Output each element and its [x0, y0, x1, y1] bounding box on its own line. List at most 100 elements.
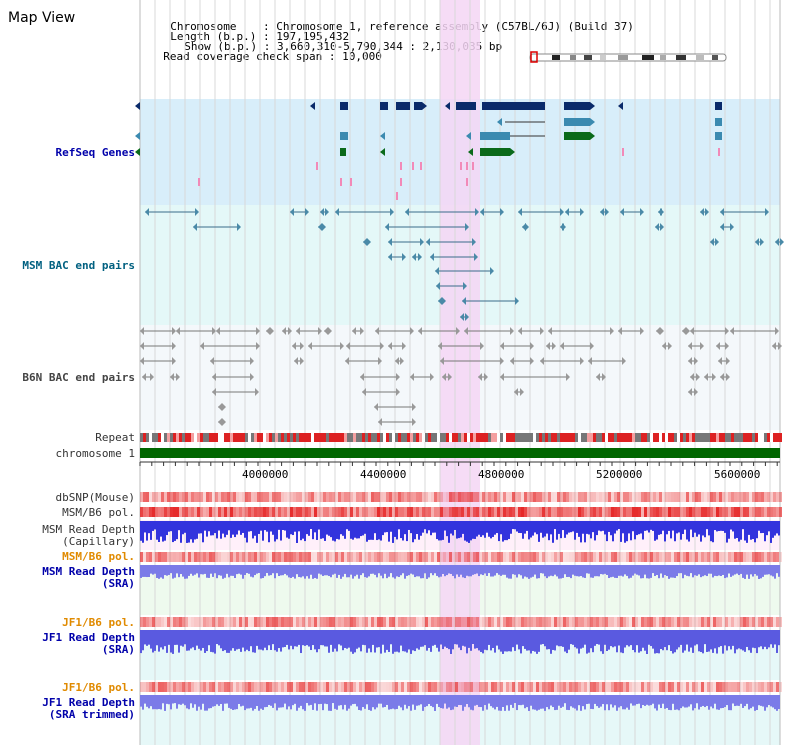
msm-b6-pol-heat — [725, 552, 728, 562]
jf1-depth-trim-bar — [314, 695, 316, 704]
repeat-segment — [776, 433, 779, 442]
jf1-depth-sra-bar — [726, 630, 728, 651]
jf1-depth-sra-bar — [354, 630, 356, 653]
msm-depth-cap-bar — [624, 521, 626, 543]
jf1-depth-sra-bar — [450, 630, 452, 654]
jf1-b6-pol-heat — [668, 617, 671, 627]
bac-end-marker — [435, 267, 439, 275]
repeat-segment — [305, 433, 308, 442]
track-label-b6n-bac[interactable]: B6N BAC end pairs — [22, 371, 135, 384]
msm-depth-sra-bar — [354, 565, 356, 577]
jf1-depth-trim-bar — [370, 695, 372, 711]
msm-depth-sra-bar — [478, 565, 480, 577]
msm-depth-cap-bar — [274, 521, 276, 542]
repeat-segment — [668, 433, 671, 442]
jf1-b6-pol-heat — [176, 617, 179, 627]
dbsnp-heat — [158, 492, 161, 502]
track-label-msm-bac[interactable]: MSM BAC end pairs — [22, 259, 135, 272]
gene-block — [340, 102, 348, 110]
jf1-b6-pol-heat — [761, 617, 764, 627]
jf1-b6-pol-heat — [467, 617, 470, 627]
bac-end-marker — [290, 208, 294, 216]
jf1-depth-sra-bar — [210, 630, 212, 652]
jf1-depth-trim-bar — [330, 695, 332, 711]
jf1-depth-sra-bar — [686, 630, 688, 645]
dbsnp-heat — [626, 492, 629, 502]
jf1-depth-trim-bar — [578, 695, 580, 706]
repeat-segment — [764, 433, 767, 442]
bac-end-marker — [465, 223, 469, 231]
jf1-depth-trim-bar — [168, 695, 170, 705]
jf1-b6-pol-heat — [659, 682, 662, 692]
msm-depth-cap-bar — [608, 521, 610, 532]
msm-depth-cap-bar — [392, 521, 394, 543]
msm-b6-pol-heat — [449, 552, 452, 562]
jf1-depth-sra-bar — [556, 630, 558, 646]
jf1-depth-trim-bar — [340, 695, 342, 706]
track-label-refseq[interactable]: RefSeq Genes — [55, 146, 135, 159]
repeat-segment — [485, 433, 488, 442]
jf1-depth-trim-bar — [644, 695, 646, 706]
dbsnp-heat — [245, 492, 248, 502]
msm-b6-pol-heat — [233, 507, 236, 517]
jf1-depth-trim-bar — [606, 695, 608, 705]
jf1-b6-pol-heat — [590, 682, 593, 692]
bac-end-marker — [530, 342, 534, 350]
msm-depth-sra-bar — [158, 565, 160, 579]
msm-b6-pol-heat — [638, 507, 641, 517]
ideogram-band — [618, 55, 628, 60]
bac-end-marker — [525, 223, 529, 231]
jf1-b6-pol-heat — [620, 682, 623, 692]
repeat-segment — [662, 433, 665, 442]
jf1-b6-pol-heat — [701, 617, 704, 627]
msm-depth-sra-bar — [726, 565, 728, 578]
jf1-depth-trim-bar — [610, 695, 612, 705]
msm-b6-pol-heat — [605, 552, 608, 562]
bac-end-marker — [352, 327, 356, 335]
msm-depth-sra-bar — [650, 565, 652, 578]
msm-b6-pol-heat — [761, 552, 764, 562]
msm-depth-cap-bar — [664, 521, 666, 542]
jf1-depth-sra-bar — [408, 630, 410, 650]
jf1-depth-sra-bar — [402, 630, 404, 652]
msm-depth-cap-bar — [228, 521, 230, 531]
dbsnp-heat — [644, 492, 647, 502]
dbsnp-heat — [635, 492, 638, 502]
jf1-b6-pol-heat — [323, 617, 326, 627]
msm-b6-pol-heat — [419, 552, 422, 562]
msm-b6-pol-heat — [527, 507, 530, 517]
dbsnp-heat — [650, 492, 653, 502]
msm-depth-sra-bar — [364, 565, 366, 578]
jf1-b6-pol-heat — [266, 617, 269, 627]
bac-end-marker — [602, 373, 606, 381]
jf1-depth-trim-bar — [526, 695, 528, 708]
jf1-depth-trim-bar — [416, 695, 418, 706]
dbsnp-heat — [386, 492, 389, 502]
jf1-depth-trim-bar — [448, 695, 450, 708]
gene-arrow — [590, 132, 595, 140]
jf1-b6-pol-heat — [404, 617, 407, 627]
jf1-depth-trim-bar — [686, 695, 688, 708]
bac-end-marker — [610, 327, 614, 335]
jf1-b6-pol-heat — [602, 682, 605, 692]
repeat-segment — [608, 433, 611, 442]
refseq-marker — [622, 148, 624, 156]
jf1-b6-pol-heat — [650, 682, 653, 692]
jf1-depth-trim-bar — [722, 695, 724, 708]
jf1-depth-trim-bar — [296, 695, 298, 711]
msm-depth-sra-bar — [720, 565, 722, 577]
jf1-depth-sra-bar — [710, 630, 712, 650]
msm-b6-pol-heat — [584, 507, 587, 517]
jf1-b6-pol-heat — [536, 682, 539, 692]
msm-depth-sra-bar — [402, 565, 404, 574]
msm-b6-pol-heat — [584, 552, 587, 562]
jf1-depth-trim-bar — [658, 695, 660, 705]
msm-b6-pol-heat — [698, 507, 701, 517]
jf1-depth-trim-bar — [232, 695, 234, 711]
msm-depth-cap-bar — [154, 521, 156, 530]
repeat-segment — [503, 433, 506, 442]
dbsnp-heat — [773, 492, 776, 502]
jf1-depth-sra-bar — [164, 630, 166, 647]
msm-depth-sra-bar — [774, 565, 776, 579]
